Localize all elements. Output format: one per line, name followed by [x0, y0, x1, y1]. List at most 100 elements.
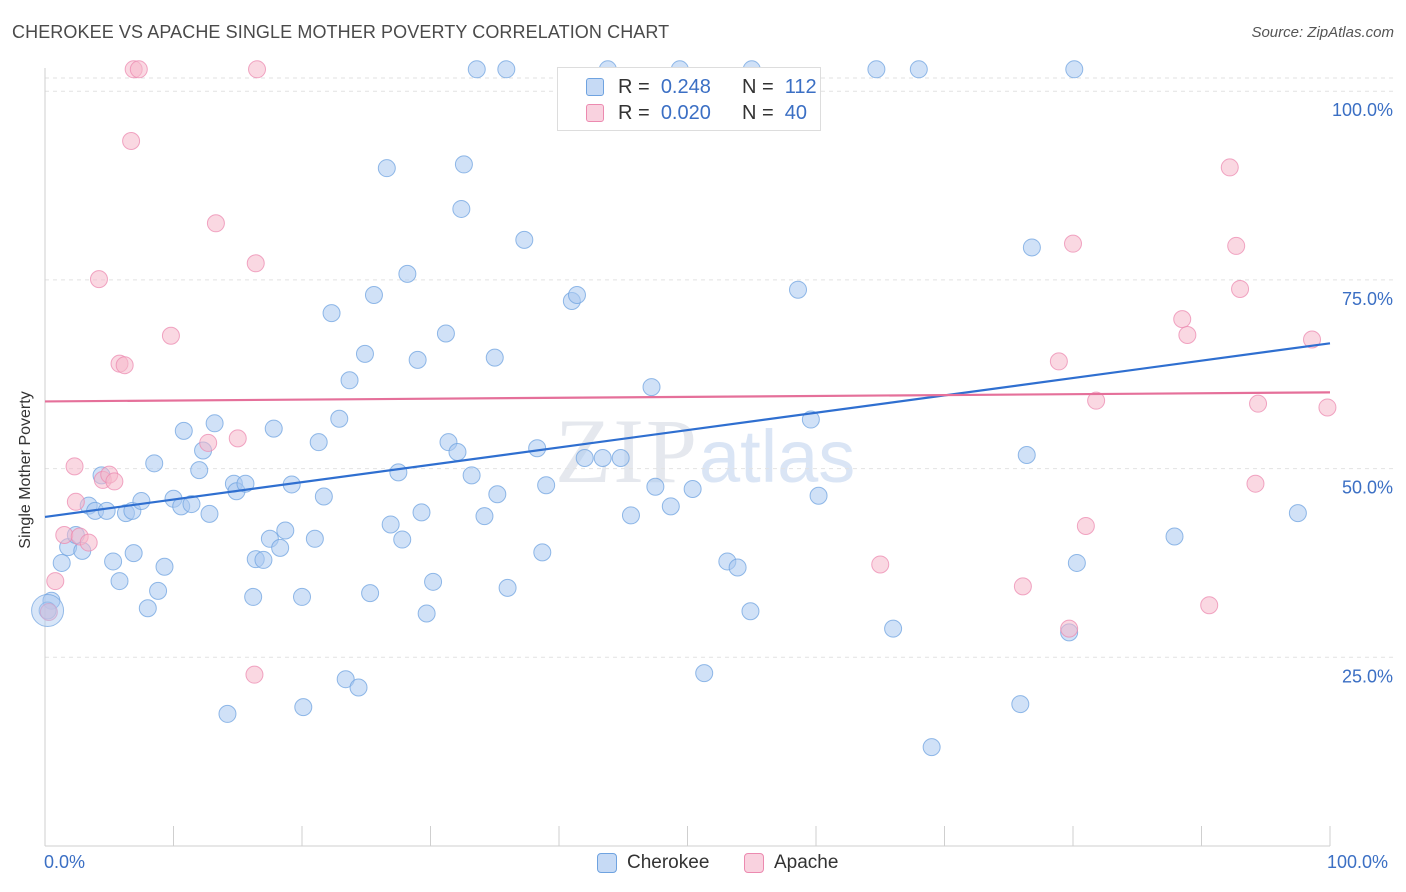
legend-row-cherokee: R = 0.248 N = 112	[586, 75, 817, 99]
apache-point	[1087, 391, 1106, 410]
cherokee-point	[155, 557, 174, 576]
apache-point	[79, 533, 98, 552]
n-value: 112	[784, 75, 817, 98]
cherokee-legend-label: Cherokee	[627, 852, 710, 873]
cherokee-point	[452, 199, 471, 218]
apache-point	[1231, 279, 1250, 298]
apache-point	[1227, 236, 1246, 255]
cherokee-point	[336, 670, 355, 689]
cherokee-point	[293, 587, 311, 606]
cherokee-point	[314, 487, 333, 506]
cherokee-point	[533, 543, 552, 562]
cherokee-point	[1067, 553, 1086, 572]
cherokee-point	[789, 280, 808, 299]
cherokee-point	[809, 486, 828, 505]
apache-point	[246, 254, 265, 273]
apache-point	[161, 326, 180, 345]
cherokee-point	[922, 738, 941, 757]
apache-point	[46, 572, 65, 591]
cherokee-point	[741, 602, 760, 621]
apache-point	[89, 270, 108, 289]
cherokee-point	[593, 449, 612, 468]
cherokee-point	[1017, 446, 1036, 465]
apache-point	[115, 356, 134, 375]
apache-point	[1076, 516, 1095, 535]
cherokee-point	[349, 678, 368, 697]
cherokee-point	[417, 604, 436, 623]
cherokee-point	[200, 504, 219, 523]
apache-swatch	[586, 104, 604, 122]
y-tick-label: 25.0%	[1342, 666, 1393, 686]
apache-point	[105, 472, 124, 491]
source-label: Source: ZipAtlas.com	[1251, 24, 1394, 41]
cherokee-point	[389, 463, 408, 482]
cherokee-point	[305, 529, 324, 548]
cherokee-point	[909, 60, 928, 79]
apache-point	[1200, 596, 1219, 615]
apache-point	[1303, 330, 1322, 349]
cherokee-point	[381, 515, 400, 534]
apache-point	[1249, 394, 1268, 413]
cherokee-point	[575, 449, 594, 468]
cherokee-point	[485, 348, 504, 367]
cherokee-point	[264, 419, 283, 438]
cherokee-point	[355, 344, 374, 363]
cherokee-point	[462, 466, 481, 485]
watermark-atlas: atlas	[699, 415, 856, 498]
cherokee-point	[1022, 238, 1041, 257]
x-tick-label-max: 100.0%	[1327, 852, 1389, 872]
apache-point	[66, 492, 85, 511]
cherokee-point	[377, 159, 396, 178]
cherokee-point	[646, 477, 665, 496]
correlation-legend: R = 0.248 N = 112 R = 0.020 N = 40	[557, 67, 821, 131]
y-axis-label-text: Single Mother Poverty	[17, 391, 34, 549]
apache-point	[1178, 325, 1197, 344]
cherokee-point	[138, 599, 157, 618]
apache-point	[245, 665, 264, 684]
cherokee-point	[182, 495, 201, 514]
apache-point	[39, 603, 58, 622]
cherokee-point	[497, 60, 516, 79]
cherokee-point	[498, 578, 517, 597]
cherokee-point	[661, 497, 680, 516]
n-label: N =	[741, 75, 774, 98]
r-label: R =	[618, 75, 650, 98]
apache-point	[228, 429, 247, 448]
cherokee-point	[801, 410, 820, 429]
cherokee-point	[412, 503, 431, 522]
cherokee-point	[97, 501, 116, 520]
cherokee-point	[149, 581, 168, 600]
cherokee-trend-line	[44, 342, 1331, 518]
cherokee-point	[398, 264, 417, 283]
cherokee-point	[236, 474, 255, 493]
cherokee-point	[454, 155, 473, 174]
cherokee-point	[276, 521, 295, 540]
cherokee-point	[488, 485, 507, 504]
y-tick-label: 50.0%	[1342, 478, 1393, 498]
cherokee-point	[424, 572, 443, 591]
apache-point	[1013, 577, 1032, 596]
cherokee-point	[515, 230, 534, 249]
cherokee-point	[867, 60, 886, 79]
n-value: 40	[784, 101, 807, 124]
apache-point	[1246, 474, 1265, 493]
legend-item-apache: Apache	[744, 852, 838, 874]
cherokee-point	[567, 285, 586, 304]
chart-title: CHEROKEE VS APACHE SINGLE MOTHER POVERTY…	[12, 22, 670, 42]
apache-point	[1220, 158, 1239, 177]
cherokee-point	[642, 378, 661, 397]
apache-point	[871, 555, 890, 574]
cherokee-point	[1065, 60, 1084, 79]
cherokee-point	[361, 584, 380, 603]
cherokee-point	[110, 572, 129, 591]
apache-point	[122, 132, 141, 151]
cherokee-point	[104, 552, 123, 571]
apache-point	[55, 526, 74, 545]
cherokee-point	[205, 414, 224, 433]
cherokee-point	[537, 476, 556, 495]
r-label: R =	[618, 101, 650, 124]
cherokee-point	[528, 439, 547, 458]
series-legend: Cherokee Apache	[0, 852, 1406, 876]
cherokee-point	[218, 704, 237, 723]
